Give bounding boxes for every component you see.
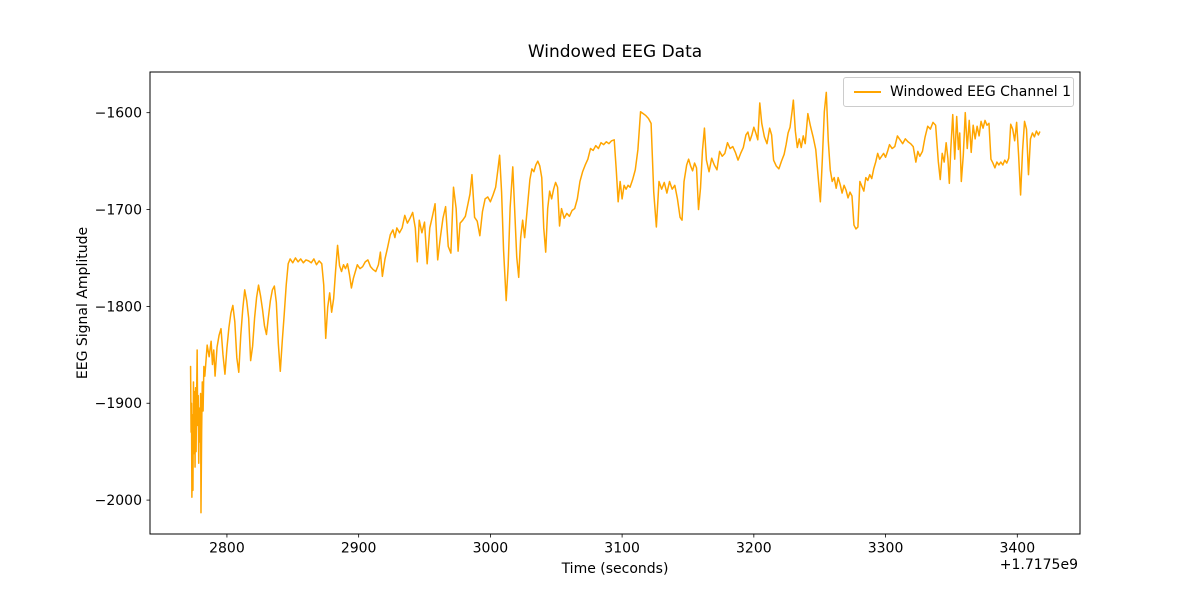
y-tick-label: −1600	[95, 106, 142, 122]
chart-title: Windowed EEG Data	[527, 42, 703, 62]
x-tick-label: 3200	[736, 541, 772, 557]
legend: Windowed EEG Channel 1	[843, 77, 1074, 107]
eeg-line	[189, 91, 1041, 514]
x-tick-label: 3300	[868, 541, 904, 557]
legend-entry-label: Windowed EEG Channel 1	[890, 84, 1071, 100]
x-tick-label: 3100	[604, 541, 640, 557]
y-tick-label: −1900	[95, 396, 142, 412]
x-tick-label: 3400	[999, 541, 1035, 557]
y-tick-label: −1800	[95, 299, 142, 315]
x-tick-label: 2900	[341, 541, 377, 557]
y-tick-label: −1700	[95, 203, 142, 219]
y-tick-label: −2000	[95, 493, 142, 509]
x-tick-label: 3000	[473, 541, 509, 557]
x-axis-label: Time (seconds)	[561, 561, 669, 577]
axes-frame	[149, 71, 1081, 535]
x-axis-offset-label: +1.7175e9	[999, 557, 1078, 573]
legend-line-swatch	[854, 91, 881, 93]
y-axis-label: EEG Signal Amplitude	[75, 226, 91, 380]
x-tick-label: 2800	[209, 541, 245, 557]
